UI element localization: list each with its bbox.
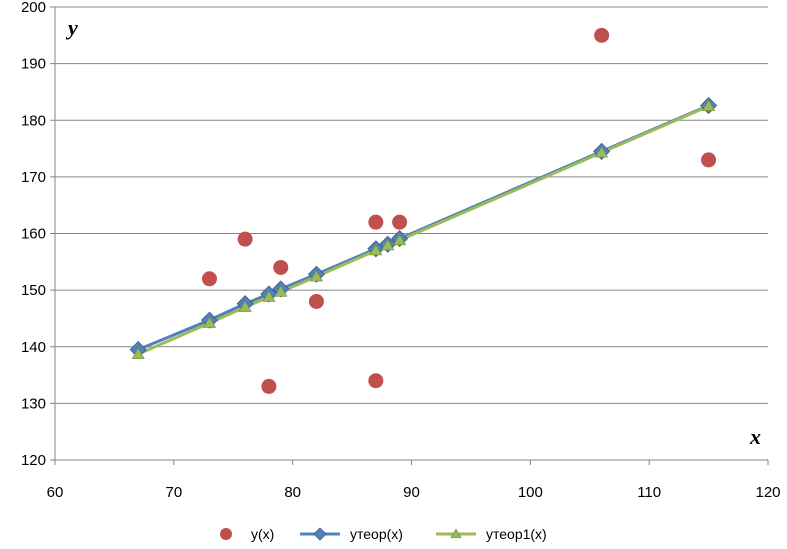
series-2-point-2 [238,300,252,312]
series-2-point-7 [381,238,395,251]
series-layer [129,27,718,394]
series-0-point-8 [594,27,610,43]
series-2-point-8 [393,233,407,246]
series-2-point-4 [274,285,288,297]
series-0-point-4 [308,293,324,309]
series-line-2 [137,104,710,356]
legend-marker-1 [313,527,327,541]
axes [50,6,769,465]
series-2-point-3 [262,290,276,302]
legend-label-1: yтеор(x) [350,526,403,542]
y-tick-label-150: 150 [21,282,46,299]
series-0-point-2 [261,378,277,394]
tick-labels: 120 130 140 150 160 170 180 190 200 60 70 80 90 100 11… [21,0,781,501]
x-axis-title: x [749,424,761,449]
y-tick-label-190: 190 [21,56,46,73]
y-tick-label-200: 200 [21,0,46,16]
legend-label-0: y(x) [251,526,274,542]
series-0-point-0 [201,271,217,287]
series-2-point-1 [202,316,217,328]
series-0-point-6 [368,373,384,389]
legend: y(x) yтеор(x) yтеор1(x) [220,526,547,542]
y-tick-label-130: 130 [21,395,46,412]
y-tick-label-170: 170 [21,169,46,186]
y-tick-label-120: 120 [21,452,46,469]
series-0-point-7 [392,214,408,230]
y-tick-label-140: 140 [21,339,46,356]
series-2-point-6 [369,243,383,256]
x-tick-label-110: 110 [637,484,661,501]
x-tick-label-100: 100 [518,484,543,501]
legend-label-2: yтеор1(x) [486,526,547,542]
legend-marker-0 [220,528,232,540]
series-0-point-5 [368,214,384,230]
legend-marker-2 [450,528,462,539]
x-tick-label-60: 60 [47,484,64,501]
series-2-point-9 [595,145,609,158]
series-0-point-9 [701,152,717,168]
y-tick-label-180: 180 [21,112,46,129]
series-2-point-10 [702,99,716,111]
series-0-point-1 [237,231,253,247]
y-tick-label-160: 160 [21,226,46,243]
x-tick-label-80: 80 [284,484,301,501]
y-axis-title: y [65,15,78,40]
x-tick-label-120: 120 [755,484,780,501]
x-tick-label-70: 70 [165,484,182,501]
x-tick-label-90: 90 [403,484,420,501]
series-2-point-5 [309,269,323,282]
series-0-point-3 [273,259,289,275]
series-2-point-0 [131,347,145,359]
